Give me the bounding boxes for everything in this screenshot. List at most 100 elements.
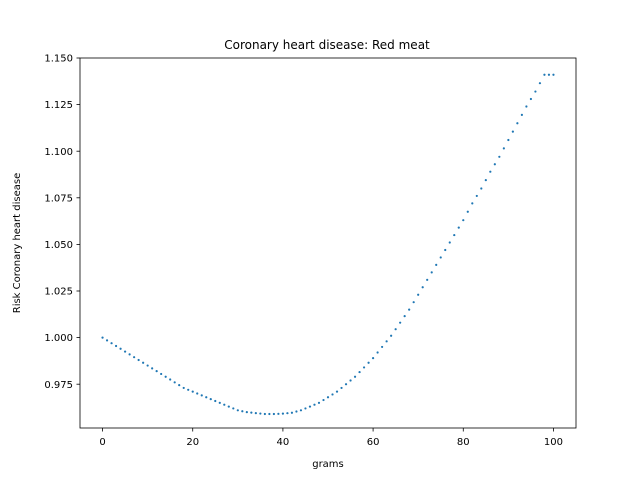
data-point [340,386,343,390]
data-point [529,97,533,101]
data-point [254,411,257,415]
data-point [227,405,230,408]
x-tick-label: 100 [544,437,563,448]
data-point [358,370,361,374]
data-point [200,394,203,397]
data-point [511,130,514,133]
x-tick-label: 60 [367,437,380,448]
y-tick-label: 0.975 [44,380,73,391]
y-axis-title: Risk Coronary heart disease [12,173,23,314]
data-point [367,361,370,364]
data-point [110,342,113,345]
data-point [484,178,487,182]
data-point [142,361,145,364]
data-point [371,357,375,360]
data-point [335,390,339,393]
data-point [362,366,366,369]
data-point [466,210,469,213]
data-point [250,411,253,414]
data-point [520,113,523,116]
data-point [475,194,478,198]
x-tick-label: 0 [99,437,105,448]
data-point [525,105,528,108]
data-point [223,403,226,406]
data-point [268,412,271,416]
x-axis-title: grams [312,459,344,470]
data-point [290,411,294,414]
data-point [435,263,438,267]
data-point [453,233,456,237]
data-point [281,412,285,415]
data-point [160,372,163,376]
y-tick-label: 1.125 [44,100,73,111]
data-point [507,138,510,142]
data-point [205,396,208,399]
data-point [353,375,357,378]
data-point [173,381,176,384]
data-point [137,358,140,362]
data-point [326,396,330,399]
data-point [182,386,185,390]
data-point [394,328,397,331]
data-point [128,353,131,356]
data-point [241,410,244,413]
data-point [169,378,172,381]
plot-frame [79,57,577,429]
data-point [105,339,109,342]
y-tick-label: 1.025 [44,287,73,298]
data-point [381,345,384,349]
data-point [317,401,321,404]
data-point [444,248,447,252]
data-point [399,321,402,324]
data-point [421,286,424,289]
y-axis: 0.975 1.000 1.025 1.050 1.075 1.100 1.125 1.150 [44,54,80,391]
data-point [236,409,239,412]
data-point [344,383,348,386]
y-tick-label: 1.050 [44,240,73,251]
data-point [322,398,325,402]
data-point [403,315,406,318]
plot-area [79,57,577,429]
data-point [538,82,542,85]
data-point [277,412,280,415]
data-point [376,351,379,354]
data-point [272,412,275,416]
data-point [304,407,307,410]
data-point [489,170,492,173]
chart-title: Coronary heart disease: Red meat [224,38,430,52]
data-point [439,256,442,259]
data-point [232,407,235,410]
data-point [133,356,136,359]
data-point [164,375,167,378]
data-point [547,73,551,76]
data-point [101,336,104,339]
data-point [155,370,158,373]
data-point [543,73,546,76]
data-point [114,344,118,348]
data-point [408,308,411,311]
data-point [178,384,181,387]
data-point [457,226,460,229]
data-point [263,412,266,416]
data-point [502,147,505,150]
data-point [426,278,429,281]
data-point [493,163,496,166]
data-point [534,90,537,93]
data-point [448,241,451,244]
data-points [101,73,555,416]
data-point [313,403,316,406]
y-tick-label: 1.075 [44,193,73,204]
data-point [471,202,474,205]
data-point [552,73,555,76]
data-point [417,293,420,296]
data-point [295,410,298,413]
data-point [480,187,483,190]
data-point [214,399,217,403]
data-point [196,392,199,395]
x-tick-label: 80 [457,437,470,448]
data-point [119,347,122,350]
data-point [146,364,149,367]
y-tick-label: 1.100 [44,147,73,158]
